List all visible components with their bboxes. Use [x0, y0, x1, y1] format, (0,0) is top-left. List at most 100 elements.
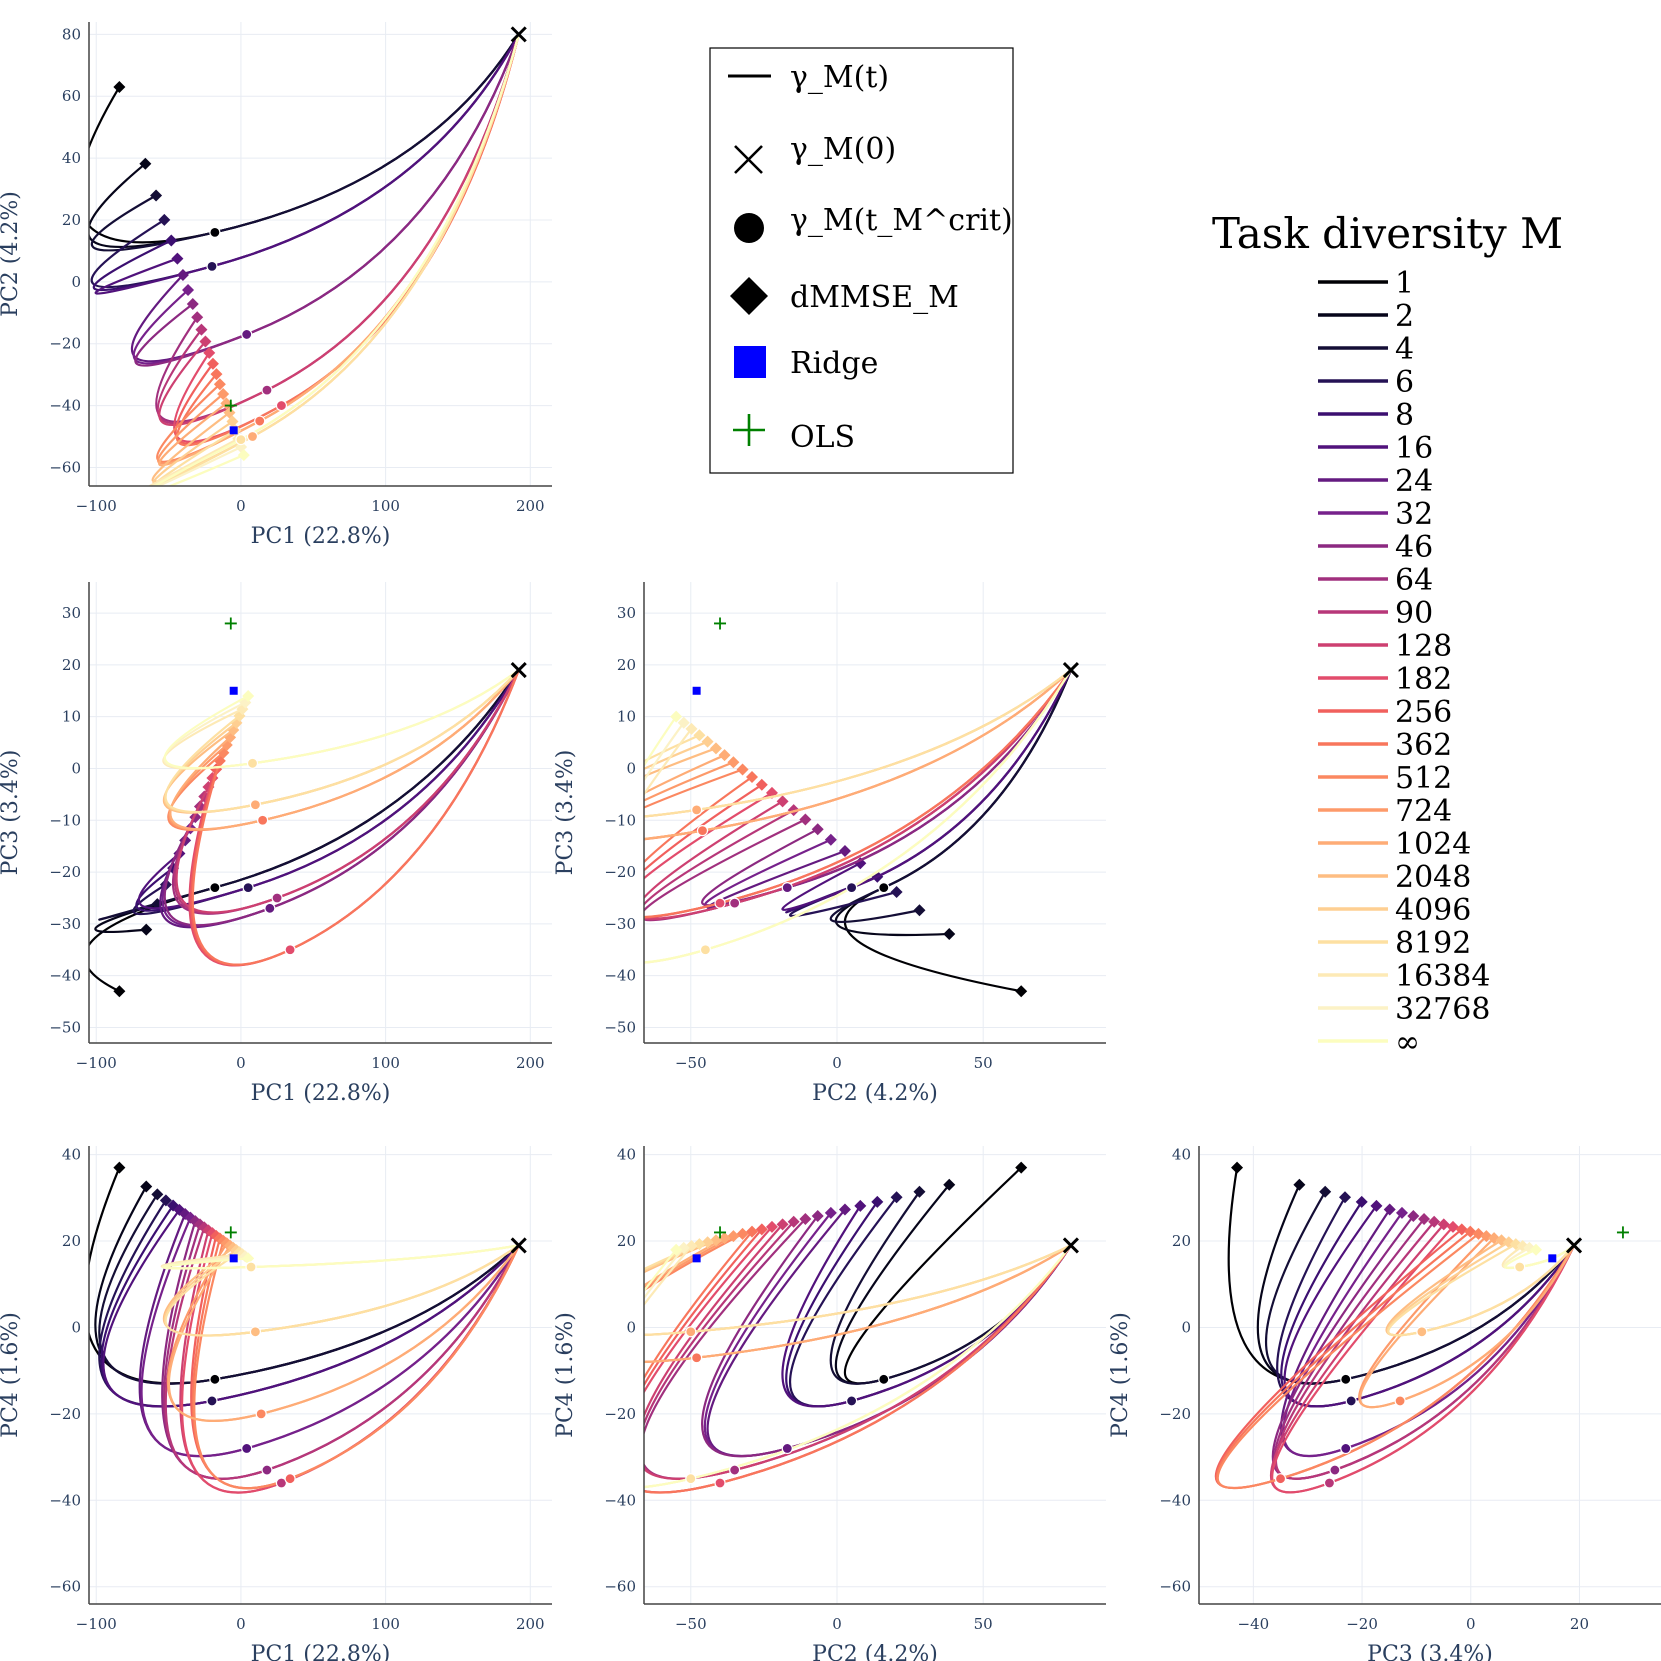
dmmse-marker — [186, 298, 199, 311]
y-tick-label: −20 — [1159, 1405, 1191, 1423]
crit-marker — [264, 902, 276, 914]
y-axis-label: PC3 (3.4%) — [553, 750, 578, 876]
legend-box — [709, 47, 1014, 474]
dmmse-marker — [854, 857, 867, 870]
y-tick-label: −20 — [49, 863, 81, 881]
crit-marker — [691, 1352, 703, 1364]
y-tick-label: 40 — [617, 1146, 636, 1164]
y-tick-label: −60 — [1159, 1578, 1191, 1596]
y-tick-label: −10 — [49, 811, 81, 829]
crit-marker — [1329, 1464, 1341, 1476]
y-tick-label: −40 — [604, 967, 636, 985]
colorbar-label: ∞ — [1395, 1025, 1420, 1060]
trajectory-m-256 — [174, 33, 520, 445]
trajectory-m-90 — [1274, 1220, 1576, 1480]
trajectory-m-724 — [157, 33, 520, 465]
x-tick-label: 50 — [974, 1054, 993, 1072]
dmmse-marker — [1355, 1195, 1368, 1208]
y-tick-label: −10 — [604, 811, 636, 829]
crit-marker — [685, 1326, 697, 1338]
x-tick-label: 0 — [236, 1615, 246, 1633]
crit-marker — [246, 430, 259, 443]
y-tick-label: 40 — [1172, 1146, 1191, 1164]
trajectory-m-16384 — [644, 1244, 1073, 1489]
y-tick-label: −40 — [1159, 1491, 1191, 1509]
dmmse-marker — [139, 157, 152, 170]
dmmse-marker — [736, 1227, 749, 1240]
dmmse-marker — [718, 1232, 731, 1245]
trajectory-m-∞ — [644, 1244, 1073, 1489]
y-tick-label: 0 — [71, 273, 81, 291]
trajectory-m-32768 — [644, 1244, 1073, 1489]
dmmse-marker — [1319, 1185, 1332, 1198]
trajectory-m-4 — [90, 33, 520, 252]
y-tick-label: 20 — [62, 211, 81, 229]
y-tick-label: 40 — [62, 1146, 81, 1164]
x-tick-label: 0 — [832, 1054, 842, 1072]
dmmse-marker — [1339, 1191, 1352, 1204]
dmmse-marker — [203, 346, 216, 359]
crit-marker — [1514, 1261, 1526, 1273]
dmmse-marker — [1370, 1199, 1383, 1212]
dmmse-marker — [237, 449, 250, 462]
dmmse-marker — [718, 749, 731, 762]
trajectory-m-46 — [134, 33, 520, 367]
dmmse-marker — [1231, 1161, 1244, 1174]
crit-marker — [275, 399, 288, 412]
trajectory-m-724 — [166, 1242, 520, 1422]
dmmse-marker — [871, 1195, 884, 1208]
trajectory-m-64 — [171, 668, 520, 915]
crit-marker — [254, 415, 266, 427]
y-tick-label: −20 — [49, 335, 81, 353]
dmmse-marker — [1015, 985, 1028, 998]
crit-marker — [241, 1442, 253, 1455]
x-tick-label: 20 — [1570, 1615, 1589, 1633]
x-axis-label: PC1 (22.8%) — [251, 524, 391, 549]
colorbar-label: 2 — [1395, 299, 1414, 334]
dmmse-marker — [776, 1218, 789, 1231]
dmmse-marker — [1428, 1215, 1441, 1228]
trajectory-m-90 — [173, 668, 520, 914]
ols-marker — [224, 617, 237, 630]
x-tick-label: 200 — [516, 1615, 545, 1633]
trajectory-m-2048 — [162, 668, 520, 814]
crit-marker — [846, 1395, 858, 1407]
dmmse-marker — [1529, 1243, 1542, 1256]
trajectory-m-8 — [785, 1200, 1073, 1408]
trajectory-m-16 — [781, 1204, 1073, 1408]
ridge-marker — [692, 1254, 701, 1263]
dmmse-marker — [242, 1252, 255, 1265]
y-axis-label: PC2 (4.2%) — [0, 191, 23, 317]
colorbar-label: 32768 — [1395, 992, 1490, 1027]
dmmse-marker — [151, 1188, 164, 1201]
y-axis-label: PC4 (1.6%) — [1108, 1312, 1133, 1438]
plus-symbol — [733, 414, 765, 446]
dmmse-marker — [824, 1206, 837, 1219]
trajectory-m-16 — [781, 668, 1073, 911]
dmmse-marker — [1418, 1212, 1431, 1225]
y-tick-label: −50 — [49, 1018, 81, 1036]
crit-marker — [1274, 1473, 1287, 1485]
trajectory-m-724 — [168, 668, 520, 831]
dmmse-marker — [709, 1234, 722, 1247]
y-tick-label: −30 — [49, 915, 81, 933]
trajectory-m-8192 — [644, 668, 1073, 818]
colorbar-label: 512 — [1395, 761, 1452, 796]
x-tick-label: −100 — [76, 497, 117, 515]
y-tick-label: −40 — [49, 967, 81, 985]
init-marker — [510, 661, 527, 679]
ols-marker — [224, 1226, 237, 1239]
crit-marker — [781, 1442, 793, 1455]
dmmse-marker — [890, 1191, 903, 1204]
crit-marker — [1340, 1442, 1352, 1455]
x-tick-label: 0 — [236, 1054, 246, 1072]
legend: γ_M(t) γ_M(0) γ_M(t_M^crit) dMMSE_M Ridg… — [709, 47, 1014, 474]
dmmse-marker — [670, 1243, 683, 1256]
trajectory-m-64 — [644, 668, 1073, 922]
y-axis-label: PC4 (1.6%) — [0, 1312, 23, 1438]
x-axis-label: PC3 (3.4%) — [1367, 1642, 1493, 1661]
colorbar-label: 8192 — [1395, 926, 1471, 961]
colorbar-label: 46 — [1395, 530, 1433, 565]
x-tick-label: 100 — [371, 1054, 400, 1072]
